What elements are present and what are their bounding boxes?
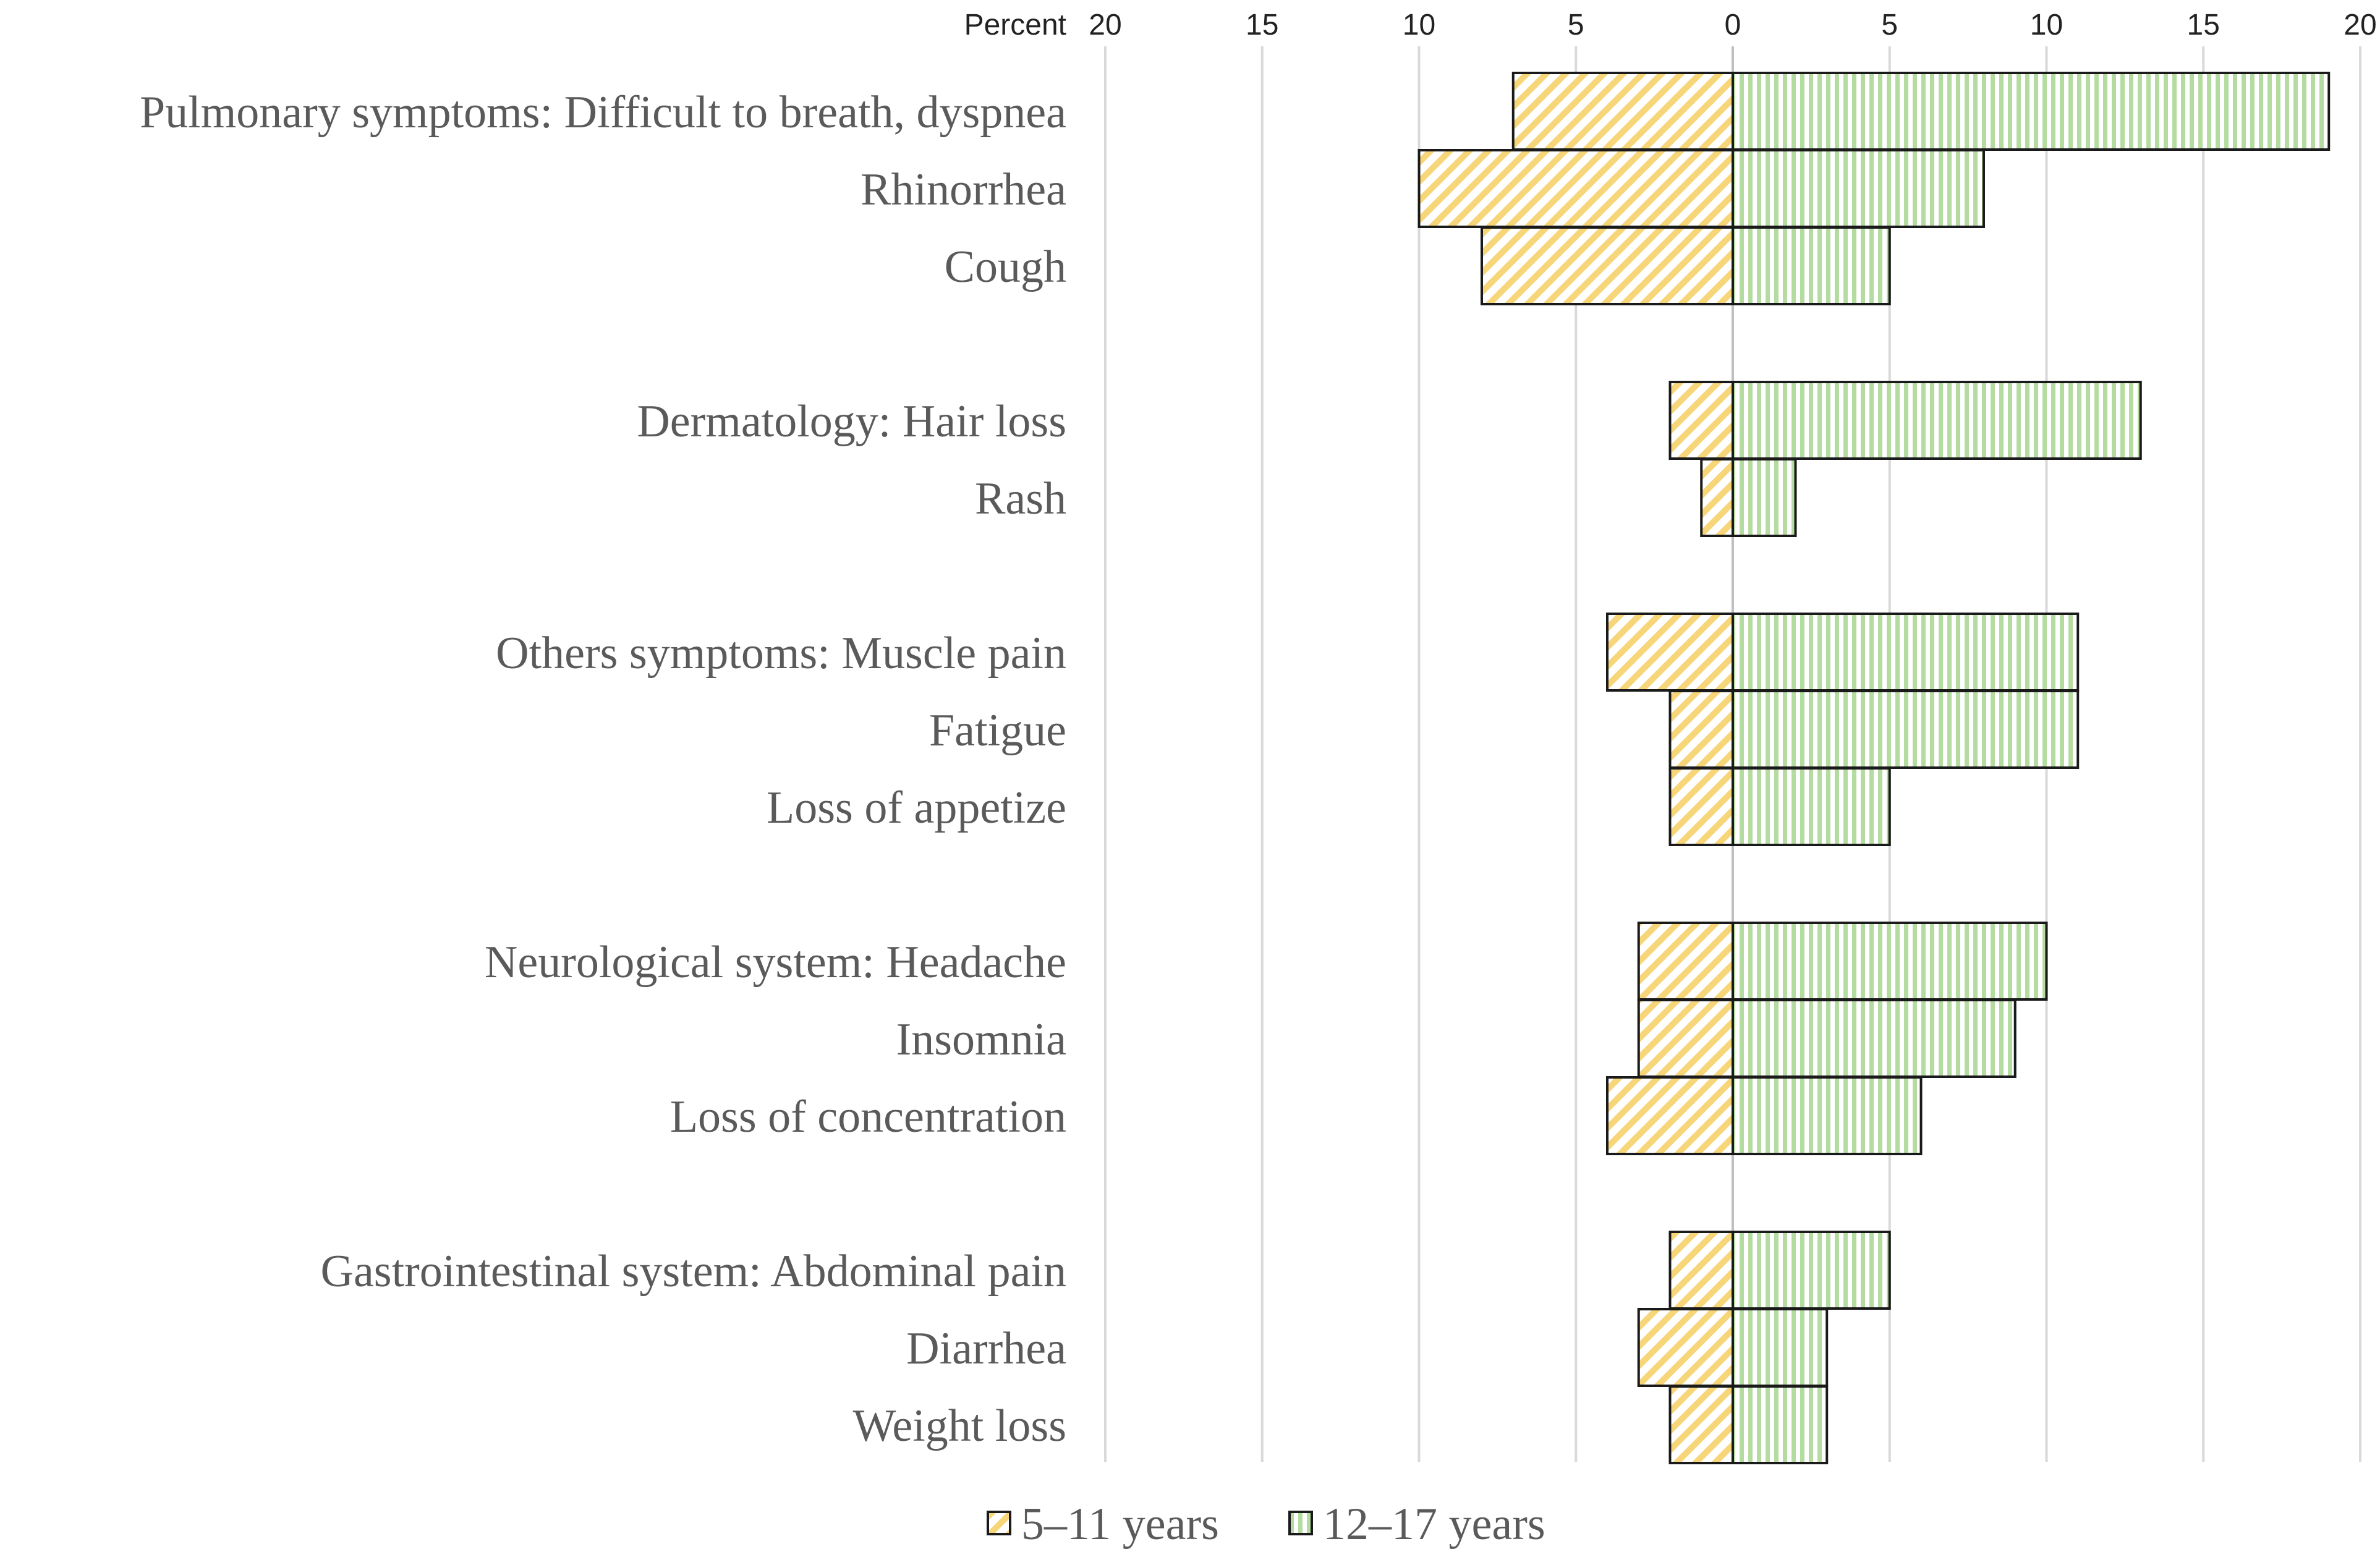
bar-5-11-years <box>1668 381 1734 460</box>
category-label: Weight loss <box>852 1401 1066 1451</box>
category-label: Cough <box>945 242 1066 292</box>
bar-12-17-years <box>1732 72 2331 151</box>
x-tick-label: 15 <box>1246 9 1278 41</box>
bar-5-11-years <box>1637 1308 1734 1387</box>
bar-12-17-years <box>1732 458 1797 537</box>
category-label: Diarrhea <box>906 1323 1066 1374</box>
x-tick-label: 15 <box>2187 9 2220 41</box>
legend: 5–11 years 12–17 years <box>987 1499 1545 1550</box>
bar-12-17-years <box>1732 381 2142 460</box>
axis-title: Percent <box>964 9 1066 41</box>
bar-5-11-years <box>1637 999 1734 1078</box>
category-label: Gastrointestinal system: Abdominal pain <box>321 1246 1066 1297</box>
category-label: Loss of concentration <box>670 1092 1066 1142</box>
bar-5-11-years <box>1417 149 1734 228</box>
bar-12-17-years <box>1732 767 1891 846</box>
bar-5-11-years <box>1606 613 1734 692</box>
bar-5-11-years <box>1700 458 1734 537</box>
bar-5-11-years <box>1511 72 1734 151</box>
bar-12-17-years <box>1732 613 2080 692</box>
category-labels: Pulmonary symptoms: Difficult to breath,… <box>140 87 1066 1451</box>
category-label: Pulmonary symptoms: Difficult to breath,… <box>140 87 1066 138</box>
x-axis-ticks: Percent 20 15 10 5 0 5 10 15 20 <box>964 9 2377 41</box>
bar-5-11-years <box>1606 1076 1734 1155</box>
bar-12-17-years <box>1732 922 2048 1001</box>
category-label: Rash <box>975 473 1066 524</box>
category-label: Loss of appetize <box>767 783 1066 833</box>
bar-12-17-years <box>1732 690 2080 769</box>
bar-12-17-years <box>1732 1308 1829 1387</box>
bar-5-11-years <box>1668 767 1734 846</box>
bar-5-11-years <box>1668 1385 1734 1464</box>
bars <box>1417 72 2331 1464</box>
legend-label-12-17: 12–17 years <box>1323 1499 1545 1550</box>
bar-5-11-years <box>1637 922 1734 1001</box>
x-tick-label: 20 <box>1089 9 1121 41</box>
category-label: Fatigue <box>929 705 1066 756</box>
bar-12-17-years <box>1732 1385 1829 1464</box>
legend-swatch-5-11 <box>987 1511 1011 1535</box>
x-tick-label: 10 <box>1403 9 1435 41</box>
category-label: Neurological system: Headache <box>485 937 1066 988</box>
legend-swatch-12-17 <box>1288 1511 1313 1535</box>
category-label: Rhinorrhea <box>861 164 1066 215</box>
x-tick-label: 20 <box>2344 9 2376 41</box>
x-tick-label: 5 <box>1881 9 1898 41</box>
bar-12-17-years <box>1732 149 1985 228</box>
bar-5-11-years <box>1481 226 1734 305</box>
x-tick-label: 10 <box>2030 9 2063 41</box>
category-label: Dermatology: Hair loss <box>637 396 1066 447</box>
bar-12-17-years <box>1732 999 2017 1078</box>
category-label: Insomnia <box>896 1014 1066 1065</box>
legend-label-5-11: 5–11 years <box>1021 1499 1219 1550</box>
bar-12-17-years <box>1732 1076 1923 1155</box>
bar-12-17-years <box>1732 226 1891 305</box>
bar-5-11-years <box>1668 690 1734 769</box>
x-tick-label: 5 <box>1568 9 1584 41</box>
bar-12-17-years <box>1732 1231 1891 1310</box>
x-tick-label: 0 <box>1725 9 1741 41</box>
bar-5-11-years <box>1668 1231 1734 1310</box>
category-label: Others symptoms: Muscle pain <box>496 628 1066 679</box>
